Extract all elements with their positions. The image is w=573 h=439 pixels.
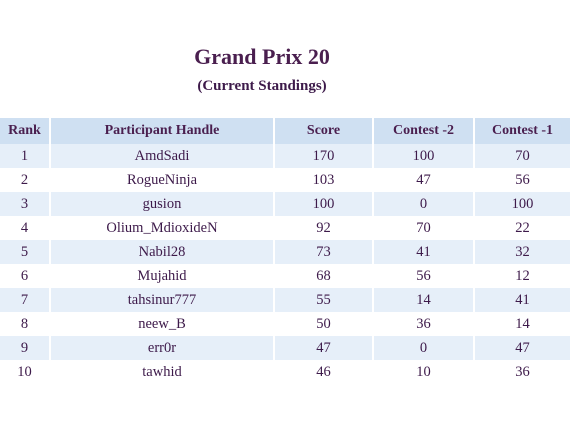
contest-2-cell: 100 (373, 144, 475, 168)
contest-2-cell: 0 (373, 336, 475, 360)
page-subtitle: (Current Standings) (197, 78, 327, 94)
contest-1-cell: 41 (474, 288, 572, 312)
header-participant-handle: Participant Handle (50, 118, 275, 144)
score-cell: 68 (274, 264, 374, 288)
rank-cell: 10 (0, 360, 51, 384)
handle-cell: AmdSadi (50, 144, 275, 168)
score-cell: 100 (274, 192, 374, 216)
handle-cell: neew_B (50, 312, 275, 336)
contest-1-cell: 32 (474, 240, 572, 264)
table-row: 8 neew_B 50 36 14 (0, 312, 572, 336)
table-row: 3 gusion 100 0 100 (0, 192, 572, 216)
handle-cell: Nabil28 (50, 240, 275, 264)
score-cell: 103 (274, 168, 374, 192)
rank-cell: 3 (0, 192, 51, 216)
contest-1-cell: 47 (474, 336, 572, 360)
rank-cell: 4 (0, 216, 51, 240)
table-row: 9 err0r 47 0 47 (0, 336, 572, 360)
handle-cell: Mujahid (50, 264, 275, 288)
contest-2-cell: 56 (373, 264, 475, 288)
rank-cell: 6 (0, 264, 51, 288)
handle-cell: tawhid (50, 360, 275, 384)
header-score: Score (274, 118, 374, 144)
header-contest-2: Contest -2 (373, 118, 475, 144)
handle-cell: RogueNinja (50, 168, 275, 192)
rank-cell: 1 (0, 144, 51, 168)
table-row: 1 AmdSadi 170 100 70 (0, 144, 572, 168)
handle-cell: err0r (50, 336, 275, 360)
score-cell: 55 (274, 288, 374, 312)
rank-cell: 5 (0, 240, 51, 264)
contest-1-cell: 100 (474, 192, 572, 216)
handle-cell: tahsinur777 (50, 288, 275, 312)
table-row: 4 Olium_MdioxideN 92 70 22 (0, 216, 572, 240)
header-rank: Rank (0, 118, 51, 144)
contest-1-cell: 70 (474, 144, 572, 168)
contest-1-cell: 12 (474, 264, 572, 288)
contest-1-cell: 36 (474, 360, 572, 384)
score-cell: 50 (274, 312, 374, 336)
contest-1-cell: 22 (474, 216, 572, 240)
table-row: 2 RogueNinja 103 47 56 (0, 168, 572, 192)
score-cell: 47 (274, 336, 374, 360)
contest-2-cell: 0 (373, 192, 475, 216)
rank-cell: 2 (0, 168, 51, 192)
contest-2-cell: 47 (373, 168, 475, 192)
rank-cell: 9 (0, 336, 51, 360)
score-cell: 46 (274, 360, 374, 384)
rank-cell: 8 (0, 312, 51, 336)
standings-table: Rank Participant Handle Score Contest -2… (0, 118, 572, 384)
contest-1-cell: 56 (474, 168, 572, 192)
handle-cell: gusion (50, 192, 275, 216)
table-row: 6 Mujahid 68 56 12 (0, 264, 572, 288)
table-header-row: Rank Participant Handle Score Contest -2… (0, 118, 572, 144)
table-row: 10 tawhid 46 10 36 (0, 360, 572, 384)
contest-2-cell: 14 (373, 288, 475, 312)
contest-2-cell: 10 (373, 360, 475, 384)
contest-1-cell: 14 (474, 312, 572, 336)
contest-2-cell: 36 (373, 312, 475, 336)
score-cell: 73 (274, 240, 374, 264)
score-cell: 92 (274, 216, 374, 240)
table-row: 7 tahsinur777 55 14 41 (0, 288, 572, 312)
rank-cell: 7 (0, 288, 51, 312)
score-cell: 170 (274, 144, 374, 168)
page-title: Grand Prix 20 (194, 44, 330, 69)
handle-cell: Olium_MdioxideN (50, 216, 275, 240)
contest-2-cell: 41 (373, 240, 475, 264)
table-row: 5 Nabil28 73 41 32 (0, 240, 572, 264)
contest-2-cell: 70 (373, 216, 475, 240)
header-contest-1: Contest -1 (474, 118, 572, 144)
